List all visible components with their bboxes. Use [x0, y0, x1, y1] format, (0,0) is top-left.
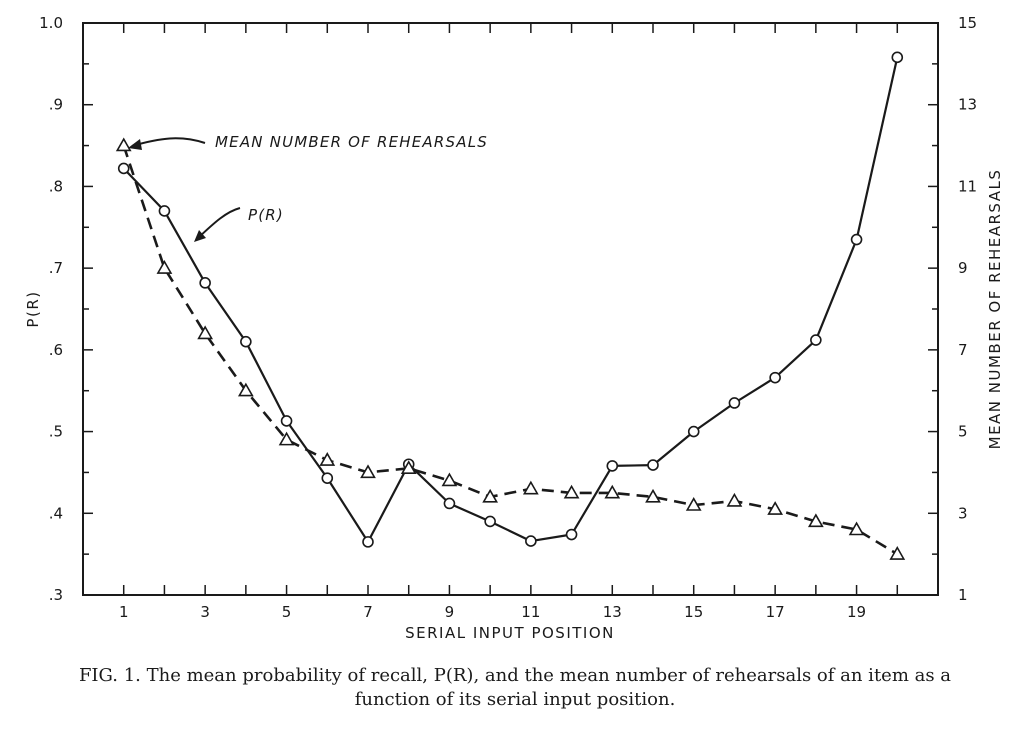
- recall-point: [728, 397, 741, 409]
- y-axis-left-title: P(R): [24, 290, 42, 327]
- x-tick-label: 17: [766, 603, 785, 621]
- rehearsal-point: [360, 464, 376, 479]
- tick-labels: 1 3 5 7 9 11 13 15 17 191.0.9.8.7.6.5.4.315131197…: [39, 14, 977, 621]
- ticks: [83, 22, 938, 596]
- y-left-tick-label: .9: [49, 96, 63, 114]
- x-tick-label: 1: [119, 603, 129, 621]
- recall-point: [484, 515, 496, 528]
- rehearsal-point: [522, 480, 539, 495]
- plot-frame: [82, 22, 939, 596]
- recall-point: [565, 528, 578, 541]
- rehearsal-point: [319, 452, 336, 466]
- rehearsal-point: [278, 431, 295, 446]
- y-left-tick-label: .8: [49, 177, 63, 195]
- rehearsal-point: [645, 488, 661, 503]
- y-left-tick-label: .5: [49, 423, 63, 441]
- y-right-tick-label: 3: [958, 504, 968, 522]
- recall-point: [687, 425, 700, 438]
- annotation-pr-arrow: [197, 207, 241, 239]
- rehearsal-point: [563, 484, 580, 499]
- y-right-tick-label: 15: [958, 14, 977, 32]
- series-line-recall: [122, 57, 899, 544]
- x-tick-label: 11: [521, 603, 540, 621]
- y-left-tick-label: .6: [49, 341, 63, 359]
- rehearsal-point: [115, 137, 132, 152]
- recall-point: [891, 51, 904, 64]
- rehearsal-point: [197, 325, 214, 340]
- recall-point: [280, 415, 293, 427]
- x-tick-label: 5: [282, 603, 292, 621]
- y-right-tick-label: 11: [958, 177, 977, 195]
- y-right-tick-label: 7: [958, 341, 968, 359]
- y-right-tick-label: 5: [958, 423, 968, 441]
- rehearsal-point: [237, 382, 254, 397]
- chart: 1 3 5 7 9 11 13 15 17 191.0.9.8.7.6.5.4.315131197…: [24, 14, 1004, 642]
- rehearsal-point: [685, 497, 702, 511]
- series-markers: [115, 51, 906, 560]
- rehearsal-point: [848, 521, 865, 536]
- annotation-pr: P(R): [194, 206, 284, 242]
- y-axis-right-title: MEAN NUMBER OF REHEARSALS: [986, 169, 1004, 450]
- rehearsal-point: [441, 472, 458, 487]
- recall-point: [321, 472, 334, 484]
- recall-point: [362, 536, 374, 548]
- y-right-tick-label: 9: [958, 259, 968, 277]
- annotation-pr-label: P(R): [248, 206, 284, 224]
- rehearsal-point: [889, 546, 906, 560]
- x-tick-label: 9: [445, 603, 455, 621]
- recall-point: [769, 371, 781, 384]
- recall-point: [240, 335, 252, 348]
- rehearsal-point: [482, 488, 499, 503]
- x-tick-label: 19: [847, 603, 866, 621]
- recall-point: [606, 460, 619, 472]
- recall-point: [199, 277, 211, 289]
- x-tick-label: 13: [603, 603, 622, 621]
- annotation-rehearsals: MEAN NUMBER OF REHEARSALS: [128, 133, 488, 151]
- y-left-tick-label: 1.0: [39, 14, 63, 32]
- series-lines: [122, 57, 899, 556]
- y-left-tick-label: .7: [49, 259, 63, 277]
- rehearsal-point: [400, 460, 417, 475]
- x-axis-title: SERIAL INPUT POSITION: [405, 624, 615, 642]
- rehearsal-point: [807, 513, 824, 528]
- figure-caption: FIG. 1. The mean probability of recall, …: [78, 665, 952, 710]
- y-right-tick-label: 1: [958, 586, 968, 604]
- recall-point: [158, 205, 171, 217]
- recall-point: [443, 497, 456, 510]
- rehearsal-point: [726, 492, 743, 507]
- recall-point: [117, 162, 130, 175]
- annotation-rehearsals-arrowhead: [128, 139, 142, 150]
- rehearsal-point: [156, 260, 173, 274]
- rehearsal-point: [604, 484, 621, 499]
- annotation-pr-arrowhead: [194, 230, 206, 242]
- y-left-tick-label: .3: [49, 586, 63, 604]
- x-tick-label: 7: [363, 603, 373, 621]
- x-tick-label: 15: [684, 603, 703, 621]
- recall-point: [525, 535, 537, 547]
- recall-point: [850, 233, 863, 246]
- x-tick-label: 3: [200, 603, 210, 621]
- recall-point: [647, 459, 659, 471]
- recall-point: [810, 334, 822, 346]
- annotation-rehearsals-label: MEAN NUMBER OF REHEARSALS: [215, 133, 488, 151]
- y-right-tick-label: 13: [958, 96, 977, 114]
- y-left-tick-label: .4: [49, 504, 63, 522]
- rehearsal-point: [767, 501, 784, 515]
- annotation-rehearsals-arrow: [131, 137, 206, 147]
- series-line-rehearsals: [122, 145, 898, 556]
